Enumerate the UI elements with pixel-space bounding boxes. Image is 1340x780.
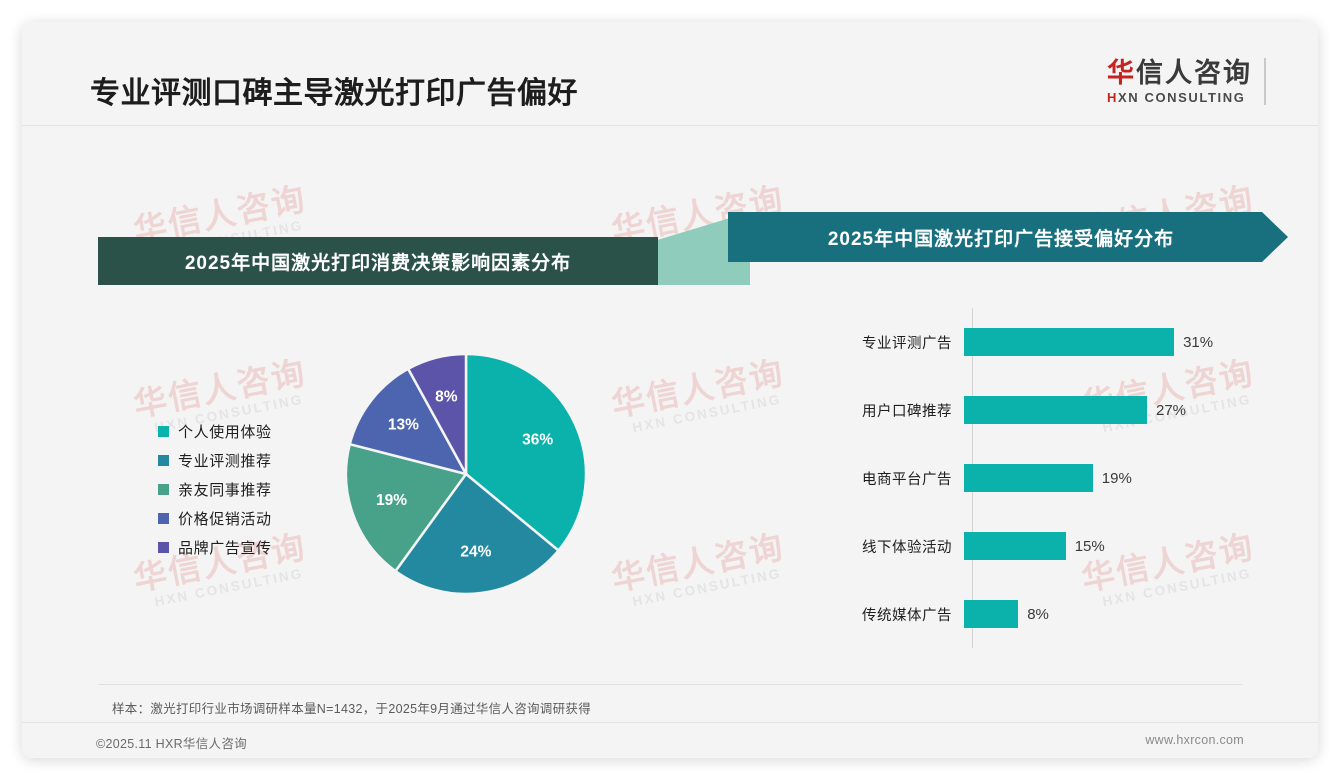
footer-bar: ©2025.11 HXR华信人咨询 www.hxrcon.com <box>22 722 1318 758</box>
legend-swatch-icon <box>158 513 169 524</box>
logo-cn-rest: 信人咨询 <box>1136 58 1252 88</box>
bar-category-label: 用户口碑推荐 <box>862 403 952 420</box>
legend-swatch-icon <box>158 455 169 466</box>
note-divider <box>98 684 1242 685</box>
bar-fill[interactable] <box>964 532 1066 560</box>
banner-left-title: 2025年中国激光打印消费决策影响因素分布 <box>184 252 572 274</box>
legend-swatch-icon <box>158 426 169 437</box>
legend-item-label: 个人使用体验 <box>178 424 272 441</box>
copyright-text: ©2025.11 HXR华信人咨询 <box>96 737 247 751</box>
slide-card: 华信人咨询 HXN CONSULTING 华信人咨询 HXN CONSULTIN… <box>22 22 1318 758</box>
pie-slice[interactable] <box>344 442 469 573</box>
page-title: 专业评测口碑主导激光打印广告偏好 <box>90 77 578 110</box>
banner-right-title: 2025年中国激光打印广告接受偏好分布 <box>827 228 1175 250</box>
section-banners: 2025年中国激光打印消费决策影响因素分布 2025年中国激光打印广告接受偏好分… <box>22 22 1318 758</box>
pie-slice-label: 24% <box>460 544 491 561</box>
pie-chart-svg: 36% 24% 19% 13% 8% <box>344 352 588 596</box>
legend-swatch-icon <box>158 542 169 553</box>
pie-slice[interactable] <box>464 352 588 553</box>
bar-chart-row[interactable]: 用户口碑推荐 27% <box>822 376 1262 444</box>
logo-en-red: H <box>1107 90 1118 106</box>
pie-slice[interactable] <box>393 472 561 596</box>
pie-legend: 个人使用体验 专业评测推荐 亲友同事推荐 价格促销活动 品牌广告宣传 <box>158 417 272 562</box>
legend-item-label: 亲友同事推荐 <box>178 482 272 499</box>
legend-item[interactable]: 专业评测推荐 <box>158 446 272 475</box>
legend-item-label: 品牌广告宣传 <box>178 540 272 557</box>
bar-chart-row[interactable]: 专业评测广告 31% <box>822 308 1262 376</box>
bar-fill[interactable] <box>964 396 1147 424</box>
bar-track: 27% <box>964 376 1262 444</box>
legend-swatch-icon <box>158 484 169 495</box>
website-link[interactable]: www.hxrcon.com <box>1145 733 1244 747</box>
banner-left: 2025年中国激光打印消费决策影响因素分布 <box>98 237 658 285</box>
bar-value-label: 8% <box>1027 605 1049 623</box>
bar-chart-panel: 专业评测广告 31% 用户口碑推荐 27% 电商平台广告 19% 线下体验活动 15% 传统媒体… <box>822 294 1262 664</box>
legend-item[interactable]: 价格促销活动 <box>158 504 272 533</box>
bar-category-label: 专业评测广告 <box>862 335 952 352</box>
bar-category-label: 电商平台广告 <box>862 471 952 488</box>
bar-chart-row[interactable]: 线下体验活动 15% <box>822 512 1262 580</box>
bar-value-label: 15% <box>1074 537 1105 555</box>
pie-slice[interactable] <box>406 352 468 475</box>
bar-chart-row[interactable]: 传统媒体广告 8% <box>822 580 1262 648</box>
bar-track: 19% <box>964 444 1262 512</box>
logo-en-text: HXN CONSULTING <box>1107 90 1252 105</box>
bar-fill[interactable] <box>964 600 1019 628</box>
pie-chart-panel: 个人使用体验 专业评测推荐 亲友同事推荐 价格促销活动 品牌广告宣传 36% 24% 19%… <box>122 322 642 652</box>
bar-track: 8% <box>964 580 1262 648</box>
sample-note: 样本：激光打印行业市场调研样本量N=1432，于2025年9月通过华信人咨询调研… <box>112 702 591 716</box>
bar-fill[interactable] <box>964 464 1093 492</box>
logo-cn-text: 华信人咨询 <box>1107 58 1252 88</box>
legend-item[interactable]: 亲友同事推荐 <box>158 475 272 504</box>
pie-chart: 36% 24% 19% 13% 8% <box>342 350 590 598</box>
bar-chart-rows: 专业评测广告 31% 用户口碑推荐 27% 电商平台广告 19% 线下体验活动 15% 传统媒体… <box>822 308 1262 648</box>
bar-value-label: 31% <box>1183 333 1214 351</box>
pie-slice-label: 36% <box>522 431 553 448</box>
legend-item-label: 价格促销活动 <box>178 511 272 528</box>
bar-category-label: 线下体验活动 <box>862 539 952 556</box>
pie-slice[interactable] <box>348 367 469 476</box>
bar-category-label: 传统媒体广告 <box>862 607 952 624</box>
bar-track: 15% <box>964 512 1262 580</box>
logo-en-rest: XN CONSULTING <box>1118 90 1246 106</box>
legend-item-label: 专业评测推荐 <box>178 453 272 470</box>
company-logo: 华信人咨询 HXN CONSULTING <box>1107 58 1266 106</box>
bar-fill[interactable] <box>964 328 1175 356</box>
banner-right: 2025年中国激光打印广告接受偏好分布 <box>728 212 1288 262</box>
bar-value-label: 27% <box>1156 401 1187 419</box>
bar-chart-row[interactable]: 电商平台广告 19% <box>822 444 1262 512</box>
pie-slice-label: 8% <box>435 388 458 405</box>
pie-slice-label: 13% <box>388 417 419 434</box>
legend-item[interactable]: 品牌广告宣传 <box>158 533 272 562</box>
bar-track: 31% <box>964 308 1262 376</box>
pie-slice-label: 19% <box>376 492 407 509</box>
logo-cn-red: 华 <box>1107 58 1136 88</box>
bar-value-label: 19% <box>1101 469 1132 487</box>
legend-item[interactable]: 个人使用体验 <box>158 417 272 446</box>
slide-header: 专业评测口碑主导激光打印广告偏好 华信人咨询 HXN CONSULTING <box>22 22 1318 126</box>
